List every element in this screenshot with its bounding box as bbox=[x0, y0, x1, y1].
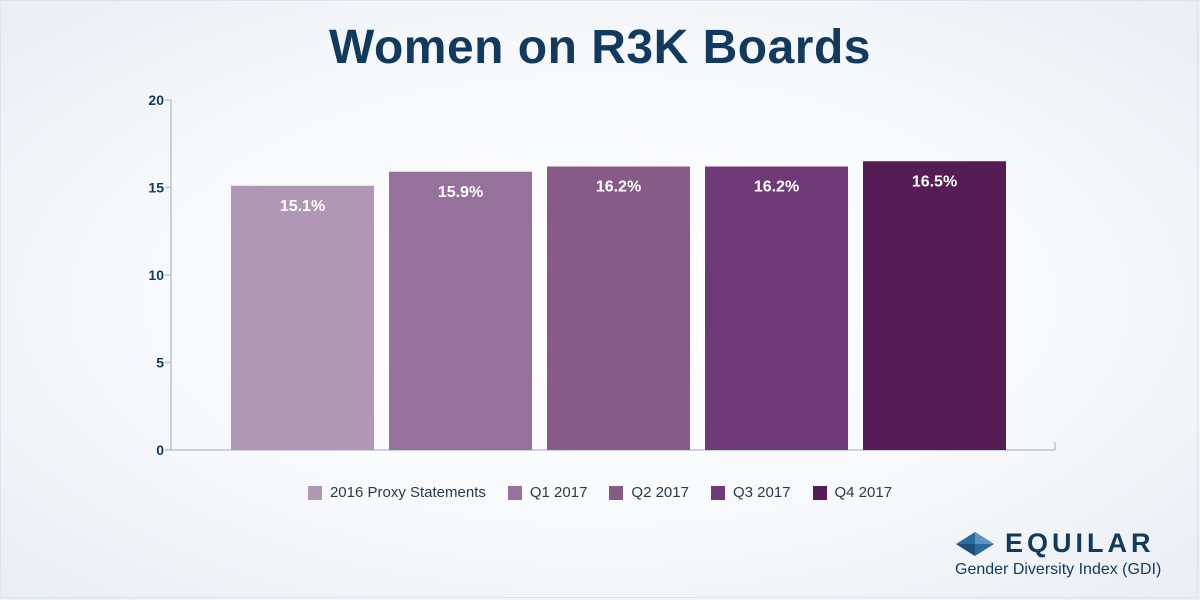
y-tick-label: 5 bbox=[156, 355, 164, 371]
legend-swatch bbox=[812, 485, 827, 500]
legend-label: Q2 2017 bbox=[631, 484, 689, 501]
brand-block: EQUILAR Gender Diversity Index (GDI) bbox=[955, 528, 1185, 579]
bar-data-label: 16.2% bbox=[754, 179, 799, 196]
legend-item: Q4 2017 bbox=[812, 484, 893, 501]
brand-name: EQUILAR bbox=[1005, 528, 1155, 558]
legend-label: Q1 2017 bbox=[529, 484, 588, 501]
legend-swatch bbox=[710, 485, 725, 500]
y-tick-label: 15 bbox=[148, 180, 164, 196]
bar bbox=[705, 166, 848, 450]
chart-title: Women on R3K Boards bbox=[329, 21, 871, 74]
bar-data-label: 16.2% bbox=[596, 179, 641, 196]
legend-item: 2016 Proxy Statements bbox=[307, 484, 486, 501]
legend-swatch bbox=[307, 485, 322, 500]
bar bbox=[547, 166, 690, 450]
y-tick-label: 0 bbox=[156, 442, 164, 458]
bar bbox=[231, 185, 374, 450]
legend-swatch bbox=[609, 485, 624, 500]
legend-label: Q4 2017 bbox=[834, 484, 893, 501]
legend-item: Q1 2017 bbox=[507, 484, 588, 501]
y-tick-label: 10 bbox=[148, 267, 164, 283]
bar-data-label: 15.9% bbox=[438, 184, 483, 201]
bar bbox=[389, 171, 532, 450]
legend-label: 2016 Proxy Statements bbox=[329, 484, 486, 501]
bar-data-label: 16.5% bbox=[912, 173, 957, 190]
legend-swatch bbox=[507, 485, 522, 500]
chart-legend: 2016 Proxy Statements Q1 2017 Q2 2017 Q3 20… bbox=[0, 484, 1200, 501]
y-tick-label: 20 bbox=[148, 92, 164, 108]
legend-label: Q3 2017 bbox=[732, 484, 791, 501]
bar bbox=[863, 161, 1006, 450]
brand-subtitle: Gender Diversity Index (GDI) bbox=[955, 561, 1162, 578]
diamond-logo-icon bbox=[956, 531, 994, 556]
bar-data-label: 15.1% bbox=[280, 198, 325, 215]
legend-item: Q3 2017 bbox=[710, 484, 791, 501]
legend-item: Q2 2017 bbox=[609, 484, 689, 501]
